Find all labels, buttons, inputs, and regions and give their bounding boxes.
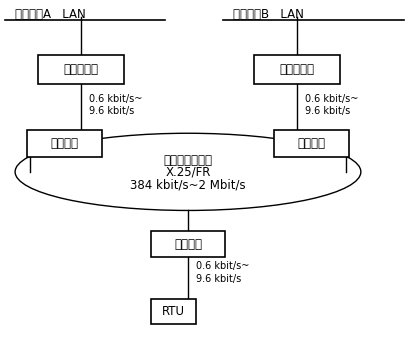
Text: 接入设备: 接入设备 <box>297 137 325 150</box>
Text: RTU: RTU <box>162 305 185 318</box>
Text: X.25/FR: X.25/FR <box>165 165 211 178</box>
Text: 调度中心B   LAN: 调度中心B LAN <box>233 8 304 21</box>
FancyBboxPatch shape <box>274 130 349 157</box>
FancyBboxPatch shape <box>151 299 196 324</box>
FancyBboxPatch shape <box>254 55 340 84</box>
Text: 接入设备: 接入设备 <box>50 137 78 150</box>
Text: 调度中心A   LAN: 调度中心A LAN <box>15 8 86 21</box>
Text: 远动前置机: 远动前置机 <box>64 63 98 76</box>
Text: 0.6 kbit/s~
9.6 kbit/s: 0.6 kbit/s~ 9.6 kbit/s <box>196 261 249 284</box>
Text: 0.6 kbit/s~
9.6 kbit/s: 0.6 kbit/s~ 9.6 kbit/s <box>305 94 358 116</box>
Text: 远动前置机: 远动前置机 <box>280 63 315 76</box>
Text: 电力系统数据网: 电力系统数据网 <box>164 154 212 166</box>
Text: 384 kbit/s~2 Mbit/s: 384 kbit/s~2 Mbit/s <box>130 178 246 191</box>
FancyBboxPatch shape <box>27 130 102 157</box>
Text: 接入设备: 接入设备 <box>174 238 202 250</box>
FancyBboxPatch shape <box>38 55 124 84</box>
FancyBboxPatch shape <box>151 231 225 257</box>
Text: 0.6 kbit/s~
9.6 kbit/s: 0.6 kbit/s~ 9.6 kbit/s <box>89 94 142 116</box>
